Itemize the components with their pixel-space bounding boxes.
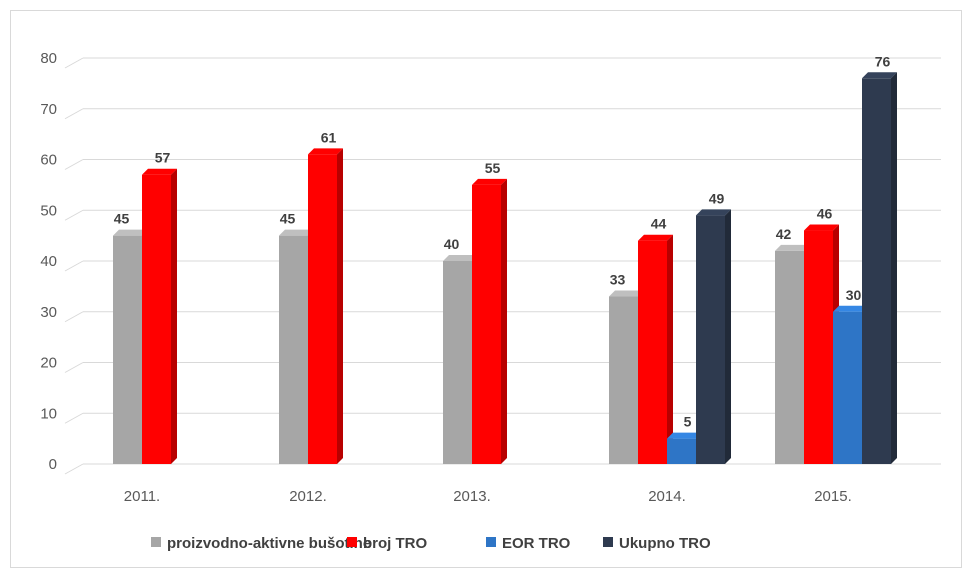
gridline-depth: [64, 311, 84, 323]
x-category-label: 2015.: [814, 488, 852, 505]
bar-top: [638, 234, 673, 241]
bar-side: [171, 168, 177, 464]
bar-front: [279, 235, 308, 464]
legend-label: broj TRO: [363, 535, 427, 552]
bar-top: [472, 178, 507, 185]
y-tick-label: 80: [40, 50, 57, 67]
x-category-label: 2014.: [648, 488, 686, 505]
data-label: 44: [651, 216, 667, 232]
bar-top: [279, 229, 314, 236]
data-labels: 45 57 45 61 40 55 33 44 5 49 42 46 30 76: [114, 53, 891, 429]
legend-swatch: [347, 537, 357, 547]
gridline-depth: [64, 209, 84, 221]
bar-front: [833, 311, 862, 464]
bar-front: [696, 215, 725, 464]
bar-side: [501, 178, 507, 464]
x-category-label: 2011.: [124, 488, 160, 505]
bar-side: [667, 234, 673, 464]
bar-top: [804, 224, 839, 231]
y-tick-label: 30: [40, 304, 57, 321]
bar-front: [113, 235, 142, 464]
bar-top: [696, 209, 731, 216]
data-label: 61: [321, 129, 337, 145]
data-label: 45: [114, 211, 130, 227]
bar-front: [308, 154, 337, 465]
chart-frame: 0 10 20 30 40 50 60 70 80 45 57 45 61 40 55 33 44 5 49 42 4…: [10, 10, 962, 568]
legend-label: Ukupno TRO: [619, 535, 711, 552]
bar-top: [667, 432, 702, 439]
bar-top: [443, 255, 478, 261]
bar-top: [142, 168, 177, 175]
x-category-label: 2012.: [289, 488, 327, 505]
y-tick-label: 10: [40, 405, 57, 422]
bar-top: [609, 290, 644, 297]
gridline-depth: [64, 463, 84, 475]
bar-front: [775, 250, 804, 464]
data-label: 40: [444, 236, 460, 252]
legend-swatch: [151, 537, 161, 547]
gridlines: [64, 57, 941, 475]
bar-top: [775, 244, 810, 251]
data-label: 57: [155, 150, 171, 166]
bar-side: [891, 72, 897, 465]
bar: [862, 72, 897, 465]
bar-top: [862, 72, 897, 79]
data-label: 5: [684, 414, 692, 430]
gridline-depth: [64, 108, 84, 120]
gridline-depth: [64, 362, 84, 373]
bar-front: [667, 438, 696, 464]
legend-swatch: [486, 537, 496, 547]
bar-top: [113, 229, 148, 236]
y-tick-label: 20: [40, 355, 57, 372]
bars: [113, 72, 897, 465]
bar-side: [725, 209, 731, 464]
gridline-depth: [64, 412, 84, 424]
y-tick-label: 70: [40, 101, 57, 118]
legend-label: EOR TRO: [502, 535, 571, 552]
legend-swatch: [603, 537, 613, 547]
bar: [638, 234, 673, 464]
bar-front: [472, 184, 501, 464]
bar: [472, 178, 507, 464]
bar: [696, 209, 731, 464]
data-label: 76: [875, 53, 891, 69]
gridline-depth: [64, 57, 84, 69]
x-axis-categories: 2011. 2012. 2013. 2014. 2015.: [124, 488, 852, 505]
bar-front: [443, 261, 472, 464]
y-tick-label: 40: [40, 253, 57, 270]
bar-front: [142, 174, 171, 464]
bar-front: [804, 230, 833, 464]
bar-front: [609, 296, 638, 464]
gridline-depth: [64, 159, 84, 170]
data-label: 42: [776, 226, 792, 242]
y-tick-label: 60: [40, 152, 57, 169]
y-tick-label: 0: [49, 456, 57, 473]
x-category-label: 2013.: [453, 488, 491, 505]
y-axis-ticks: 0 10 20 30 40 50 60 70 80: [40, 50, 57, 473]
data-label: 46: [817, 206, 833, 222]
y-tick-label: 50: [40, 202, 57, 219]
legend-label: proizvodno-aktivne bušotine: [167, 535, 371, 552]
gridline-depth: [64, 260, 84, 272]
bar: [142, 168, 177, 464]
data-label: 30: [846, 287, 862, 303]
data-label: 33: [610, 272, 626, 288]
bar: [308, 148, 343, 465]
bar-front: [638, 240, 667, 464]
data-label: 45: [280, 211, 296, 227]
bar-top: [308, 148, 343, 155]
bar-front: [862, 78, 891, 465]
data-label: 55: [485, 160, 501, 176]
bar-top: [833, 305, 868, 312]
bar-side: [337, 148, 343, 465]
data-label: 49: [709, 190, 725, 206]
